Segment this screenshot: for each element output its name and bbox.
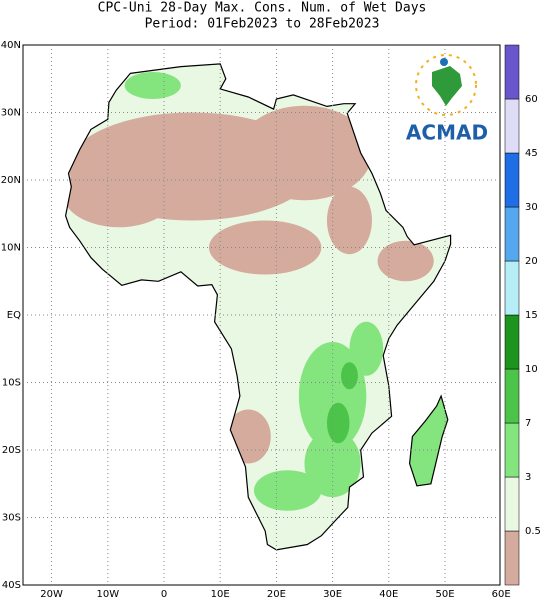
lon-label: 20W — [40, 589, 63, 600]
land — [64, 63, 452, 551]
dry-area — [377, 240, 434, 282]
wet-area — [349, 321, 384, 376]
lon-label: 30E — [323, 589, 342, 600]
axis-labels: 40N 30N 20N 10N EQ 10S 20S 30S 40S 20W 10W 0 10E 20E 3… — [1, 40, 511, 600]
lat-label: 20S — [2, 445, 21, 456]
colorbar-band — [504, 368, 520, 424]
lon-label: 60E — [492, 589, 511, 600]
coastline — [64, 63, 452, 551]
dry-area — [65, 159, 176, 228]
colorbar-label: 30 — [525, 202, 538, 213]
colorbar-label: 0.5 — [525, 526, 540, 537]
wet-area — [304, 429, 361, 498]
colorbar-band — [504, 476, 520, 532]
colorbar-label: 60 — [525, 94, 538, 105]
lat-label: 10N — [1, 243, 21, 254]
lon-label: 10W — [96, 589, 119, 600]
dry-area — [208, 220, 322, 275]
lat-label: 30N — [1, 108, 21, 119]
colorbar-label: 20 — [525, 256, 538, 267]
wet-area — [341, 362, 358, 390]
coastline — [408, 394, 449, 487]
colorbar-label: 15 — [525, 310, 538, 321]
dry-area — [237, 105, 372, 201]
colorbar-band — [504, 260, 520, 316]
subtitle: Period: 01Feb2023 to 28Feb2023 — [145, 17, 380, 32]
lon-label: 20E — [267, 589, 286, 600]
colorbar-band — [504, 314, 520, 370]
colorbar-label: 45 — [525, 148, 538, 159]
lat-label: 40N — [1, 40, 21, 51]
colorbar-band — [504, 98, 520, 154]
madagascar — [409, 396, 448, 486]
lat-label: 10S — [2, 378, 21, 389]
colorbar-label: 10 — [525, 364, 538, 375]
wet-area — [124, 72, 181, 99]
lat-label: 20N — [1, 175, 21, 186]
lon-label: 50E — [435, 589, 454, 600]
logo: ACMAD — [406, 54, 488, 145]
wet-area — [326, 402, 350, 444]
lon-label: 0 — [161, 589, 167, 600]
dry-area — [326, 186, 372, 255]
lat-label: 40S — [2, 580, 21, 591]
colorbar: 0.5 3 7 10 15 20 30 45 60 — [504, 44, 540, 586]
wet-area — [253, 470, 322, 511]
colorbar-band — [504, 206, 520, 262]
lat-label: 30S — [2, 513, 21, 524]
colorbar-band — [504, 44, 520, 100]
wetness-patches — [65, 72, 434, 511]
colorbar-band — [504, 530, 520, 586]
lat-label: EQ — [7, 310, 21, 321]
colorbar-band — [504, 422, 520, 478]
lon-label: 10E — [211, 589, 230, 600]
colorbar-label: 7 — [525, 418, 531, 429]
title: CPC-Uni 28-Day Max. Cons. Num. of Wet Da… — [98, 1, 427, 16]
colorbar-band — [504, 152, 520, 208]
colorbar-label: 3 — [525, 472, 531, 483]
lon-label: 40E — [379, 589, 398, 600]
logo-text: ACMAD — [406, 121, 488, 145]
